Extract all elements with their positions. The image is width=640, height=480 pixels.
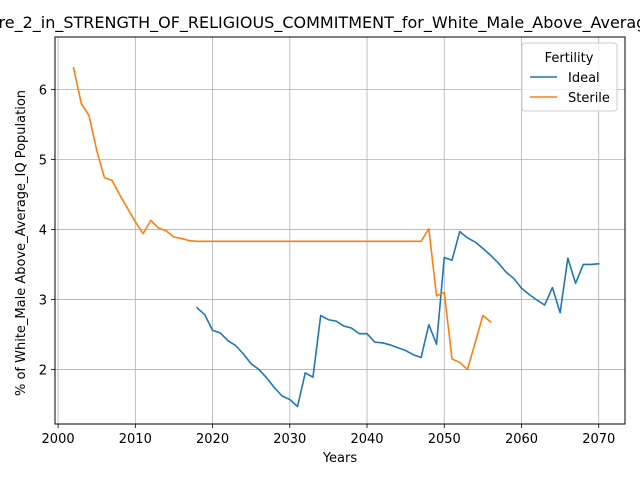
series-line-sterile bbox=[72, 66, 492, 371]
chart-title: re_2_in_STRENGTH_OF_RELIGIOUS_COMMITMENT… bbox=[0, 13, 640, 33]
legend: Fertility Ideal Sterile bbox=[521, 42, 618, 112]
series-layer bbox=[72, 66, 600, 408]
x-tick-label: 2060 bbox=[505, 432, 538, 447]
legend-box bbox=[521, 42, 618, 112]
x-tick-label: 2020 bbox=[196, 432, 229, 447]
x-tick-label: 2030 bbox=[273, 432, 306, 447]
y-tick-label: 3 bbox=[39, 293, 47, 308]
axis-ticks: 2000 2010 2020 2030 2040 2050 2060 2070 2 3 4 5 6 bbox=[39, 83, 616, 447]
x-tick-label: 2010 bbox=[119, 432, 152, 447]
plot-frame bbox=[54, 36, 626, 425]
legend-label-sterile: Sterile bbox=[568, 91, 610, 106]
y-tick-label: 5 bbox=[39, 153, 47, 168]
y-tick-label: 2 bbox=[39, 363, 47, 378]
x-tick-label: 2050 bbox=[428, 432, 461, 447]
legend-label-ideal: Ideal bbox=[568, 71, 600, 86]
x-tick-label: 2000 bbox=[42, 432, 75, 447]
y-axis-label: % of White_Male Above_Average_IQ Populat… bbox=[14, 90, 29, 396]
x-tick-label: 2070 bbox=[582, 432, 615, 447]
x-axis-label: Years bbox=[322, 451, 358, 466]
y-tick-label: 4 bbox=[39, 223, 47, 238]
legend-title: Fertility bbox=[545, 51, 594, 66]
series-line-ideal bbox=[195, 230, 600, 408]
x-tick-label: 2040 bbox=[350, 432, 383, 447]
y-tick-label: 6 bbox=[39, 83, 47, 98]
